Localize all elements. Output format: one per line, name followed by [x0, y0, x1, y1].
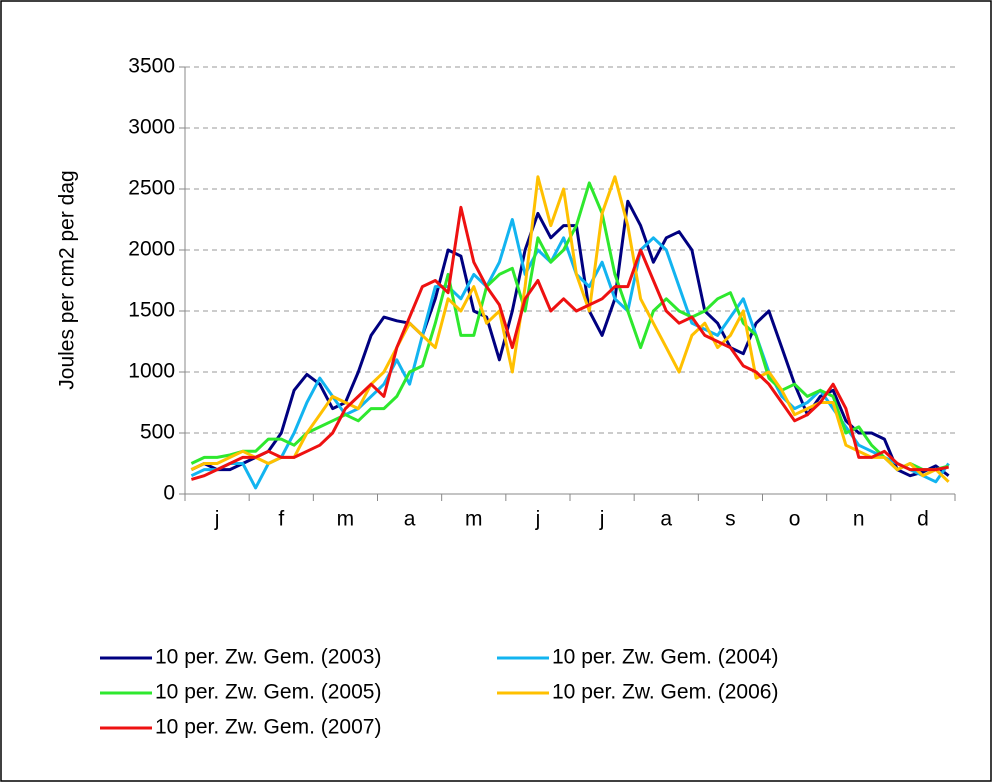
- x-tick-label: m: [465, 508, 483, 531]
- y-tick-label: 1500: [128, 299, 175, 322]
- x-tick-label: a: [660, 508, 672, 531]
- x-tick-label: m: [337, 508, 355, 531]
- x-tick-label: s: [725, 508, 736, 531]
- x-tick-label: j: [535, 508, 541, 531]
- y-tick-label: 0: [163, 482, 175, 505]
- series-line: [190, 175, 950, 483]
- y-tick-label: 2500: [128, 177, 175, 200]
- y-tick-label: 3500: [128, 55, 175, 78]
- x-tick-label: d: [917, 508, 929, 531]
- x-tick-label: a: [404, 508, 416, 531]
- x-tick-label: n: [853, 508, 865, 531]
- x-tick-label: f: [278, 508, 284, 531]
- legend-label: 10 per. Zw. Gem. (2007): [155, 716, 381, 739]
- x-tick-label: j: [214, 508, 220, 531]
- y-axis-label: Joules per cm2 per dag: [56, 170, 79, 389]
- legend-label: 10 per. Zw. Gem. (2005): [155, 681, 381, 704]
- x-tick-label: o: [789, 508, 801, 531]
- y-tick-label: 500: [140, 421, 175, 444]
- y-tick-label: 1000: [128, 360, 175, 383]
- x-tick-label: j: [599, 508, 605, 531]
- legend-label: 10 per. Zw. Gem. (2003): [155, 646, 381, 669]
- y-tick-label: 3000: [128, 116, 175, 139]
- series-line: [190, 205, 949, 481]
- legend-label: 10 per. Zw. Gem. (2006): [552, 681, 778, 704]
- series-line: [190, 218, 950, 490]
- y-tick-label: 2000: [128, 238, 175, 261]
- legend-label: 10 per. Zw. Gem. (2004): [552, 646, 778, 669]
